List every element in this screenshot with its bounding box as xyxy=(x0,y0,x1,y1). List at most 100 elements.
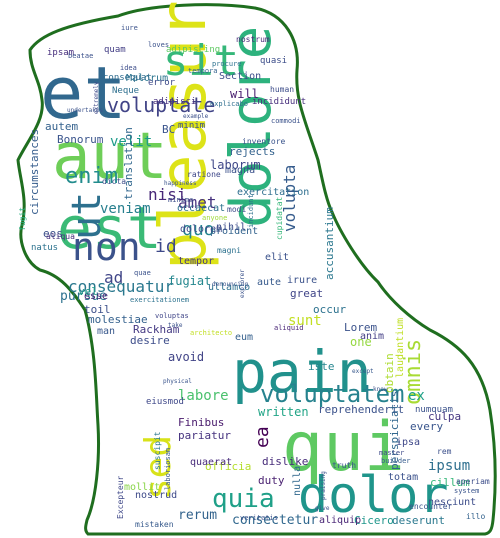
word-cillum: cillum xyxy=(430,476,470,489)
word-malorum: Malorum xyxy=(126,73,168,84)
word-bonorum: Bonorum xyxy=(57,133,104,146)
word-praising: praising xyxy=(320,471,327,500)
word-physical: physical xyxy=(163,378,192,385)
word-adipisci: adipisci xyxy=(153,97,196,107)
word-tempor: tempor xyxy=(178,256,214,267)
word-dicta: dicta xyxy=(102,177,126,186)
word-bc: BC xyxy=(162,123,175,136)
word-pleasure: pleasure xyxy=(147,0,221,270)
word-toil: toil xyxy=(84,303,111,316)
word-est: est xyxy=(57,194,162,262)
word-deserunt: deserunt xyxy=(392,514,445,527)
word-elit: elit xyxy=(265,252,289,263)
word-quaerat: quaerat xyxy=(190,457,232,468)
word-labore: labore xyxy=(178,388,229,404)
word-pain: pain xyxy=(232,338,372,406)
word-ipsam: ipsam xyxy=(47,48,74,58)
word-quasi: quasi xyxy=(260,56,287,66)
word-beatae: beatae xyxy=(68,52,93,60)
word-happiness: happiness xyxy=(164,180,197,187)
word-written: written xyxy=(258,405,309,419)
word-ratione: ratione xyxy=(187,170,221,179)
word-et: et xyxy=(40,51,127,135)
word-eiusmod: eiusmod xyxy=(146,397,184,407)
word-aute: aute xyxy=(257,277,281,288)
word-avoid: avoid xyxy=(168,350,204,364)
word-human: human xyxy=(270,85,294,94)
word-aut: aut xyxy=(52,120,168,194)
word-qui: qui xyxy=(282,408,405,487)
head-silhouette-outline xyxy=(16,3,497,536)
word-translation: translation xyxy=(122,127,135,200)
word-denouncing: denouncing xyxy=(212,281,249,288)
word-laborum: laborum xyxy=(210,158,261,172)
word-veritatis: veritatis xyxy=(240,514,278,522)
word-iure: iure xyxy=(121,24,138,32)
word-perspiciatis: perspiciatis xyxy=(388,391,401,470)
word-rackham: Rackham xyxy=(133,323,180,336)
word-idea: idea xyxy=(120,64,137,72)
word-ipsum: ipsum xyxy=(428,458,470,474)
word-anyone: anyone xyxy=(202,214,227,222)
word-aliquip: aliquip xyxy=(319,515,361,526)
word-ea: ea xyxy=(252,426,273,448)
word-desire: desire xyxy=(130,334,170,347)
word-sunt: sunt xyxy=(288,313,322,329)
word-except: except xyxy=(352,368,374,375)
word-dolor: dolor xyxy=(298,466,449,524)
word-anim: anim xyxy=(360,331,384,342)
word-veniam: veniam xyxy=(100,201,151,217)
word-rem: rem xyxy=(437,447,452,456)
word-dislike: dislike xyxy=(262,455,308,468)
word-natus: natus xyxy=(31,243,58,253)
word-aperiam: aperiam xyxy=(456,477,490,486)
word-cloud-words: pleasurepainquietautestdolordoloresitutn… xyxy=(18,0,490,529)
word-nisi: nisi xyxy=(148,185,187,204)
word-ipsa: ipsa xyxy=(396,437,420,448)
word-non: non xyxy=(72,225,141,269)
word-aliquid: aliquid xyxy=(274,324,304,332)
word-loves: loves xyxy=(148,41,169,49)
word-pariatur: pariatur xyxy=(178,429,231,442)
word-tempora: tempora xyxy=(188,67,218,75)
word-nostrud: nostrud xyxy=(135,490,177,501)
word-exercitation: exercitation xyxy=(237,187,309,198)
word-know: know xyxy=(373,386,388,393)
word-laboriosam: laboriosam xyxy=(164,448,172,490)
word-mollit: mollit xyxy=(124,482,160,493)
word-vel: vel xyxy=(78,285,98,298)
word-man: man xyxy=(97,326,115,337)
word-dolore: dolore xyxy=(219,26,284,228)
word-molestiae: molestiae xyxy=(88,313,148,326)
word-ut: ut xyxy=(64,192,110,240)
word-voluptate: voluptate xyxy=(107,93,215,117)
word-circumstances: circumstances xyxy=(28,129,41,215)
word-incidunt: incidunt xyxy=(247,194,255,228)
word-mistaken: mistaken xyxy=(135,520,174,529)
word-system: system xyxy=(454,487,479,495)
word-eos: eos xyxy=(43,227,63,240)
word-master: master xyxy=(379,449,404,457)
word-procure: procure xyxy=(212,60,242,68)
word-ad: ad xyxy=(104,268,123,287)
word-error: error xyxy=(148,78,176,88)
word-consequatur: consequatur xyxy=(68,277,174,296)
word-autem: autem xyxy=(45,120,78,133)
word-explicabo: explicabo xyxy=(210,100,248,108)
word-one: one xyxy=(350,335,372,349)
word-irure: irure xyxy=(287,275,317,286)
word-exercitationem: exercitationem xyxy=(130,296,189,304)
word-adipiscing: adipiscing xyxy=(166,45,220,55)
word-architecto: architecto xyxy=(190,329,232,337)
word-cicero: Cicero xyxy=(354,514,394,527)
word-voluptatem: voluptatem xyxy=(260,380,405,408)
word-occaecat: occaecat xyxy=(177,203,225,214)
word-magna: magna xyxy=(225,165,255,176)
word-lorem: Lorem xyxy=(344,321,377,334)
word-encounter: encounter xyxy=(409,502,453,511)
word-extremely: extremely xyxy=(93,81,100,114)
word-finibus: Finibus xyxy=(178,416,224,429)
word-ex: ex xyxy=(408,388,425,404)
word-rerum: rerum xyxy=(178,508,217,523)
word-reprehenderit: reprehenderit xyxy=(318,403,404,416)
